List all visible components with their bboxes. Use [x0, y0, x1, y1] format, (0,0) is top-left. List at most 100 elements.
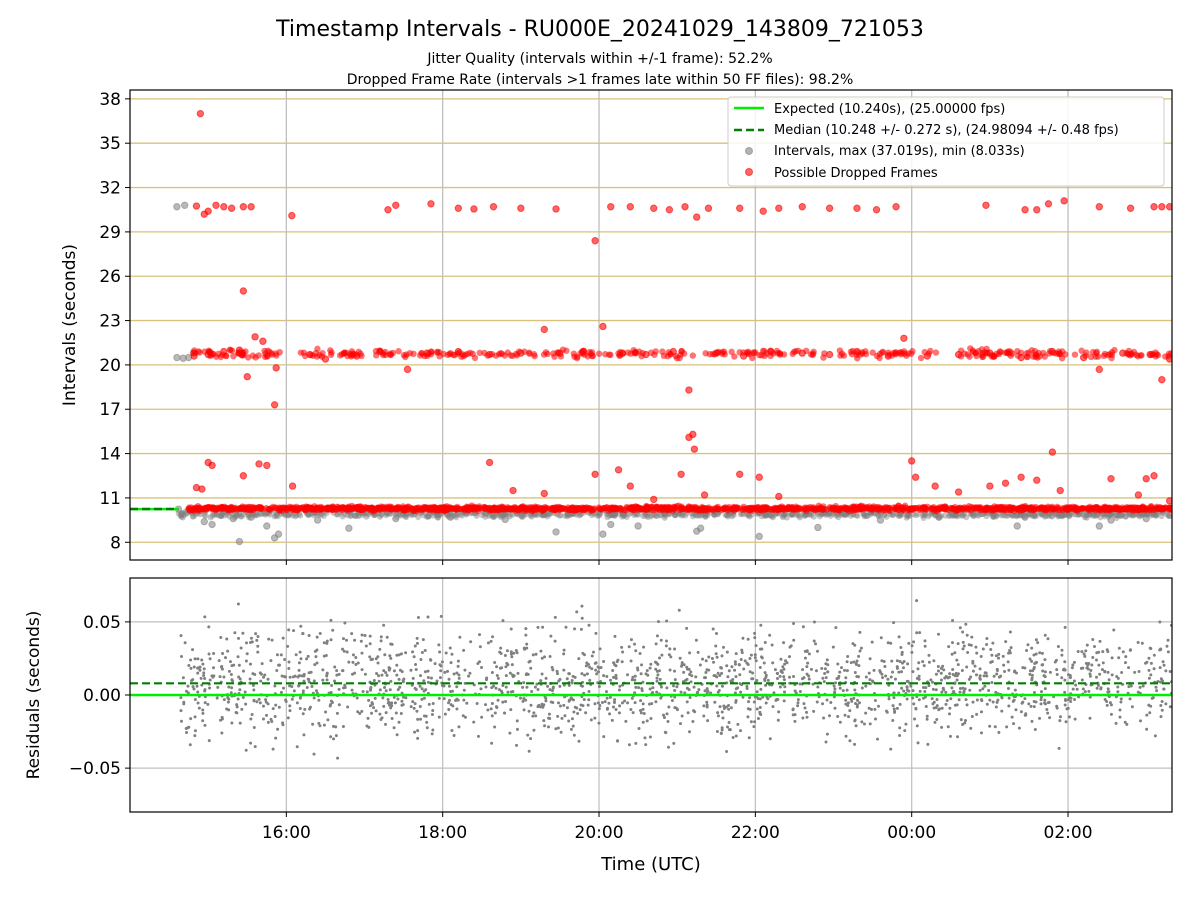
- residual-point: [695, 639, 698, 642]
- residual-point: [876, 738, 879, 741]
- residual-point: [697, 688, 700, 691]
- residual-point: [494, 711, 497, 714]
- residual-point: [991, 660, 994, 663]
- dropped-frame-point: [538, 505, 544, 511]
- residual-point: [720, 667, 723, 670]
- residual-point: [975, 673, 978, 676]
- residual-point: [759, 688, 762, 691]
- intervals-y-tick-label: 35: [99, 134, 121, 154]
- residual-point: [621, 650, 624, 653]
- dropped-frame-point: [702, 350, 708, 356]
- residual-point: [495, 665, 498, 668]
- residual-point: [915, 631, 918, 634]
- residual-point: [249, 742, 252, 745]
- residual-point: [342, 725, 345, 728]
- dropped-frame-point: [651, 205, 657, 211]
- residual-point: [656, 673, 659, 676]
- residual-point: [988, 699, 991, 702]
- residual-point: [804, 657, 807, 660]
- residual-point: [381, 696, 384, 699]
- dropped-frame-point: [776, 205, 782, 211]
- interval-point: [756, 533, 762, 539]
- dropped-frame-point: [1137, 505, 1143, 511]
- residual-point: [726, 651, 729, 654]
- residual-point: [1044, 687, 1047, 690]
- dropped-frame-point: [749, 355, 755, 361]
- residual-point: [871, 641, 874, 644]
- residual-point: [896, 707, 899, 710]
- residual-point: [424, 670, 427, 673]
- residual-point: [940, 672, 943, 675]
- residual-point: [761, 656, 764, 659]
- dropped-frame-point: [200, 506, 206, 512]
- residual-point: [201, 719, 204, 722]
- residual-point: [251, 672, 254, 675]
- residual-point: [1153, 654, 1156, 657]
- residual-point: [245, 660, 248, 663]
- residual-point: [220, 732, 223, 735]
- residual-point: [313, 753, 316, 756]
- residual-point: [1161, 709, 1164, 712]
- residual-point: [472, 721, 475, 724]
- dropped-frame-point: [953, 508, 959, 514]
- residual-point: [1029, 669, 1032, 672]
- interval-point: [415, 514, 421, 520]
- dropped-frame-point: [393, 202, 399, 208]
- residual-point: [739, 729, 742, 732]
- interval-point: [236, 538, 242, 544]
- residual-point: [1003, 670, 1006, 673]
- dropped-frame-point: [932, 483, 938, 489]
- residual-point: [624, 720, 627, 723]
- residual-point: [1131, 705, 1134, 708]
- residual-point: [437, 643, 440, 646]
- dropped-frame-point: [965, 506, 971, 512]
- residual-point: [1139, 686, 1142, 689]
- residual-point: [1111, 656, 1114, 659]
- dropped-frame-point: [826, 351, 832, 357]
- residual-point: [1137, 641, 1140, 644]
- residual-point: [855, 724, 858, 727]
- residual-point: [1072, 688, 1075, 691]
- residuals-x-tick-label: 18:00: [418, 823, 467, 843]
- residual-point: [716, 711, 719, 714]
- residual-point: [1080, 667, 1083, 670]
- residual-point: [725, 664, 728, 667]
- residual-point: [792, 639, 795, 642]
- residual-point: [907, 642, 910, 645]
- residual-point: [747, 700, 750, 703]
- residual-point: [1147, 657, 1150, 660]
- residual-point: [529, 737, 532, 740]
- residual-point: [900, 670, 903, 673]
- residual-point: [606, 697, 609, 700]
- residual-point: [605, 675, 608, 678]
- dropped-frame-point: [1144, 505, 1150, 511]
- residual-point: [1167, 650, 1170, 653]
- dropped-frame-point: [1108, 476, 1114, 482]
- residual-point: [302, 689, 305, 692]
- dropped-frame-point: [1089, 505, 1095, 511]
- residual-point: [923, 690, 926, 693]
- residual-point: [686, 700, 689, 703]
- residual-point: [590, 718, 593, 721]
- residual-point: [659, 697, 662, 700]
- dropped-frame-point: [505, 349, 511, 355]
- residual-point: [1101, 650, 1104, 653]
- residual-point: [424, 649, 427, 652]
- residual-point: [783, 678, 786, 681]
- dropped-frame-point: [701, 492, 707, 498]
- residual-point: [187, 664, 190, 667]
- residual-point: [1073, 698, 1076, 701]
- residual-point: [186, 685, 189, 688]
- residual-point: [480, 716, 483, 719]
- residual-point: [546, 685, 549, 688]
- dropped-frame-point: [651, 496, 657, 502]
- residual-point: [287, 628, 290, 631]
- residual-point: [626, 673, 629, 676]
- residual-point: [980, 698, 983, 701]
- residual-point: [386, 636, 389, 639]
- dropped-frame-point: [589, 353, 595, 359]
- dropped-frame-point: [799, 204, 805, 210]
- dropped-frame-point: [955, 489, 961, 495]
- residual-point: [539, 705, 542, 708]
